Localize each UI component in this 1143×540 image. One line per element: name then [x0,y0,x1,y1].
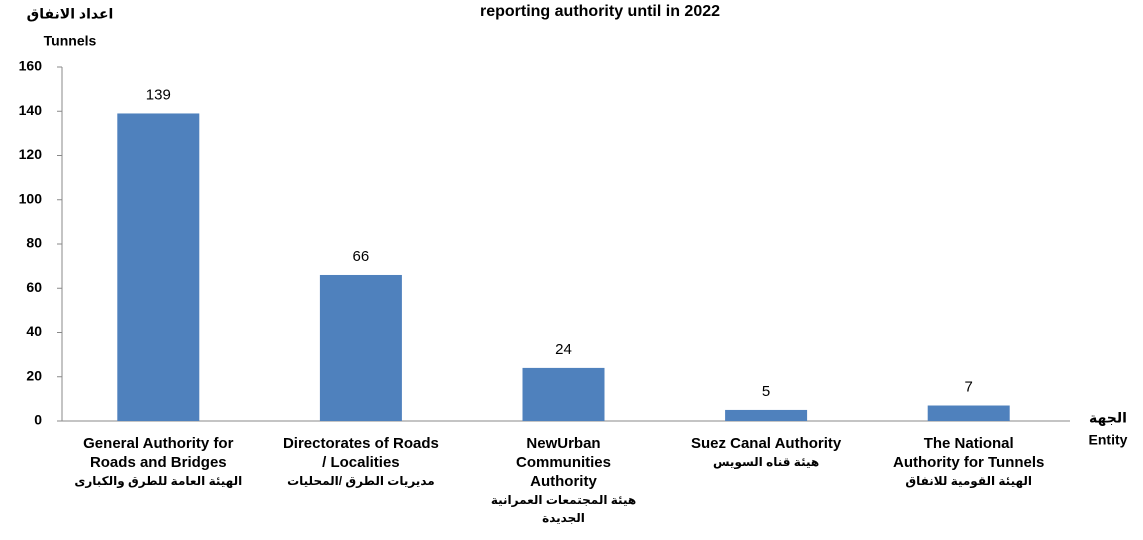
y-tick-label: 60 [26,279,42,295]
x-tick-label: الهيئة العامة للطرق والكبارى [74,474,242,489]
y-tick-label: 160 [19,58,43,74]
y-tick-label: 40 [26,323,42,339]
y-tick-label: 80 [26,235,42,251]
x-tick-label: Authority [530,473,597,490]
y-axis-label: Tunnels [44,33,97,49]
x-tick-label: Directorates of Roads [283,435,439,452]
x-axis-label: Entity [1089,432,1128,448]
y-axis-label: اعداد الانفاق [27,6,114,22]
x-axis-label: الجهة [1089,410,1127,427]
value-label: 7 [965,378,973,395]
value-label: 24 [555,341,572,358]
bar [927,405,1010,421]
x-tick-label: The National [924,435,1014,452]
y-tick-label: 0 [34,412,42,428]
x-tick-label: Authority for Tunnels [893,454,1044,471]
x-tick-label: هيئة المجتمعات العمرانية [491,493,636,507]
y-tick-label: 100 [19,190,43,206]
x-tick-label: الجديدة [542,511,585,525]
x-tick-label: مديريات الطرق /المحليات [287,474,435,488]
bar [725,409,808,421]
y-tick-label: 20 [26,367,42,383]
value-label: 139 [146,86,171,103]
x-tick-label: Communities [516,454,611,471]
y-tick-label: 140 [19,102,43,118]
bar [319,274,402,421]
x-tick-label: General Authority for [83,435,233,452]
x-tick-label: الهيئة القومية للانفاق [905,474,1032,489]
y-tick-label: 120 [19,146,43,162]
chart-title: reporting authority until in 2022 [480,3,720,20]
x-tick-label: / Localities [322,454,400,471]
bar [522,367,605,421]
bar [117,113,200,422]
value-label: 66 [353,248,370,265]
x-tick-label: هيئة قناه السويس [713,455,819,470]
value-label: 5 [762,383,770,400]
x-tick-label: NewUrban [526,435,600,452]
x-tick-label: Suez Canal Authority [691,435,842,452]
x-tick-label: Roads and Bridges [90,454,227,471]
